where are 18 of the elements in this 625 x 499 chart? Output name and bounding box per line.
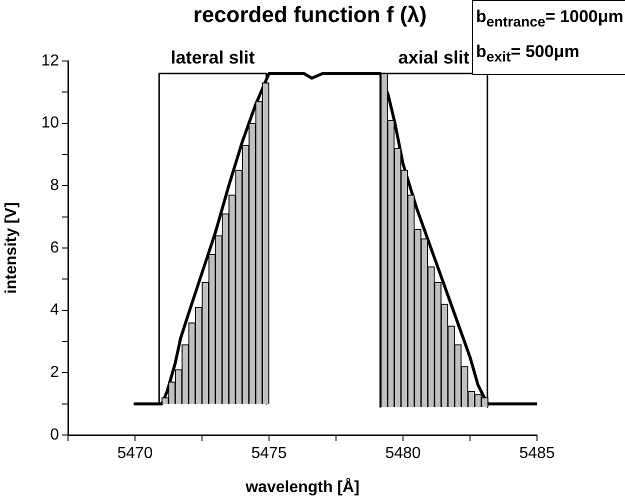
y-tick-label: 8	[50, 177, 60, 194]
series-label: axial slit	[398, 47, 470, 68]
x-tick-label: 5485	[519, 445, 555, 462]
y-tick-label: 6	[50, 239, 60, 256]
annotation: b$_{exit}$= 500μm	[476, 41, 580, 68]
series-label: lateral slit	[170, 47, 255, 68]
y-axis-title: intensity [V]	[3, 202, 20, 294]
text: b$_{entrance}$= 1000μm	[476, 6, 624, 32]
chart-title: recorded function f (λ)	[192, 2, 428, 28]
x-axis-title: wavelength [Å]	[244, 476, 360, 496]
x-tick-label: 5470	[117, 445, 153, 462]
y-tick-label: 12	[41, 52, 60, 70]
y-tick-label: 2	[50, 364, 60, 382]
y-tick-label: 10	[41, 114, 60, 132]
x-tick-label: 5475	[251, 445, 287, 462]
y-tick-label: 4	[50, 302, 60, 319]
y-tick-label: 0	[50, 426, 60, 444]
x-tick-label: 5480	[385, 445, 421, 462]
